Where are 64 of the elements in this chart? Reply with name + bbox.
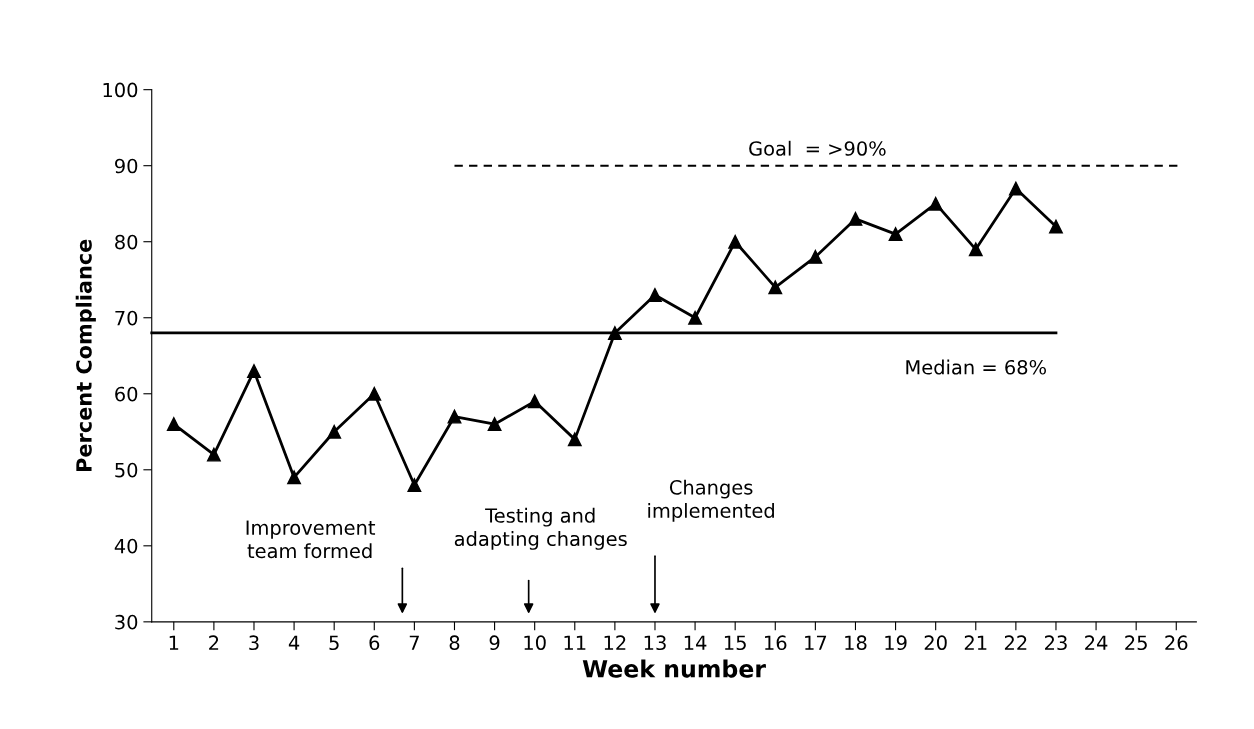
x-tick-label: 10 xyxy=(524,635,546,651)
point xyxy=(848,211,863,226)
y-tick-label: 40 xyxy=(114,538,138,554)
y-tick-label: 100 xyxy=(103,82,138,98)
point xyxy=(487,417,502,432)
x-tick-label: 24 xyxy=(1085,635,1108,650)
x-tick-label: 6 xyxy=(369,635,380,651)
y-tick-label: 80 xyxy=(115,234,138,250)
point xyxy=(567,432,582,447)
annotation: Improvement team formed xyxy=(246,520,376,559)
point xyxy=(888,227,903,242)
y-axis-title: Percent Compliance xyxy=(75,239,96,471)
x-tick-label: 20 xyxy=(924,635,947,651)
x-tick-label: 7 xyxy=(409,635,419,650)
series-label: Median = 68% xyxy=(906,359,1046,375)
x-tick-label: 8 xyxy=(449,635,460,651)
x-tick-label: 13 xyxy=(644,635,666,651)
point xyxy=(327,424,342,439)
point xyxy=(527,394,542,409)
point xyxy=(928,196,943,211)
y-tick-label: 60 xyxy=(115,386,138,402)
y-tick-label: 30 xyxy=(115,614,138,630)
x-tick-label: 23 xyxy=(1045,635,1067,651)
x-tick-label: 15 xyxy=(724,635,746,651)
x-tick-label: 1 xyxy=(169,635,179,650)
point xyxy=(968,242,983,257)
x-tick-label: 25 xyxy=(1125,635,1147,651)
x-tick-label: 14 xyxy=(684,635,707,650)
point xyxy=(768,280,783,295)
x-tick-label: 11 xyxy=(564,635,586,650)
point xyxy=(206,447,221,462)
point xyxy=(367,386,382,401)
point xyxy=(728,234,743,249)
annotation: Testing and adapting changes xyxy=(454,507,627,550)
x-tick-label: 19 xyxy=(885,635,907,651)
y-tick-label: 90 xyxy=(115,158,138,174)
x-tick-label: 12 xyxy=(604,635,626,650)
x-tick-label: 26 xyxy=(1165,635,1188,651)
x-tick-label: 9 xyxy=(489,635,500,651)
annotation: Changes implemented xyxy=(648,479,774,522)
point xyxy=(1049,219,1063,234)
x-tick-label: 4 xyxy=(288,635,300,650)
x-axis-title: Week number xyxy=(582,659,766,678)
x-tick-label: 16 xyxy=(765,635,787,651)
y-tick-label: 50 xyxy=(115,462,138,478)
point xyxy=(808,249,823,264)
point xyxy=(287,470,302,485)
x-tick-label: 3 xyxy=(249,635,259,651)
y-tick-label: 70 xyxy=(115,310,138,326)
x-tick-label: 18 xyxy=(845,635,867,651)
x-tick-label: 17 xyxy=(805,635,827,650)
series-label: Goal = >90% xyxy=(749,140,886,156)
point xyxy=(648,287,662,302)
point xyxy=(688,310,703,325)
point xyxy=(247,364,261,378)
point xyxy=(447,409,462,424)
x-tick-label: 5 xyxy=(329,635,339,651)
x-tick-label: 21 xyxy=(964,635,987,650)
point xyxy=(166,417,181,432)
point xyxy=(607,325,622,340)
point xyxy=(407,478,422,492)
x-tick-label: 22 xyxy=(1004,635,1027,650)
x-tick-label: 2 xyxy=(209,635,219,650)
point xyxy=(1008,181,1023,196)
